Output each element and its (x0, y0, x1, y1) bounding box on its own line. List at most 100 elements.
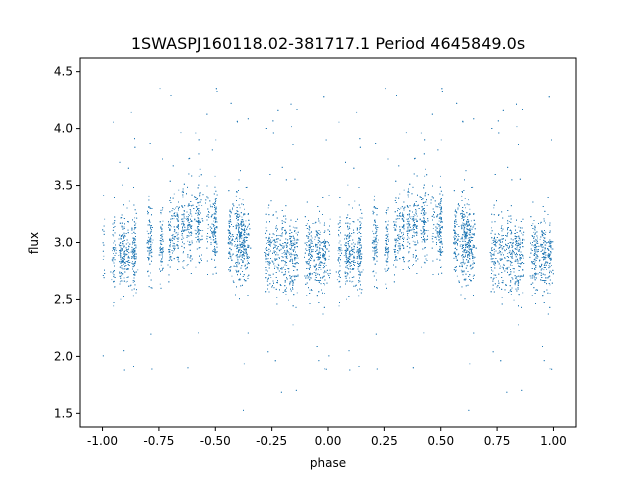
data-point (532, 245, 534, 247)
data-point (207, 236, 209, 237)
data-point (408, 252, 410, 254)
data-point (147, 248, 149, 249)
data-point (354, 257, 356, 259)
data-point (266, 242, 267, 244)
data-point (214, 248, 216, 249)
data-point (440, 266, 442, 268)
data-point (123, 263, 124, 265)
data-point (508, 221, 510, 222)
data-point (455, 215, 457, 217)
data-point (426, 205, 428, 206)
data-point (385, 88, 386, 90)
data-point (465, 278, 467, 280)
data-point (522, 257, 524, 259)
data-point (169, 251, 171, 253)
data-point (469, 253, 471, 255)
data-point (466, 238, 468, 240)
data-point (283, 266, 284, 268)
data-point (248, 219, 249, 221)
data-point (438, 220, 440, 222)
data-point (413, 235, 415, 237)
data-point (132, 281, 134, 283)
data-point (319, 222, 321, 224)
data-point (318, 250, 320, 252)
data-point (549, 262, 551, 264)
data-point (501, 297, 503, 298)
data-point (440, 200, 442, 202)
data-point (150, 231, 152, 232)
data-point (411, 216, 413, 218)
data-point (533, 228, 535, 230)
data-point (215, 139, 217, 141)
data-point (462, 222, 464, 224)
data-point (210, 238, 212, 240)
data-point (397, 237, 399, 239)
data-point (543, 269, 545, 271)
data-point (463, 263, 465, 265)
data-point (214, 218, 216, 220)
data-point (549, 245, 551, 247)
data-point (460, 266, 462, 267)
data-point (399, 237, 401, 238)
data-point (122, 184, 123, 186)
data-point (438, 235, 440, 237)
data-point (307, 263, 309, 265)
data-point (273, 243, 275, 245)
data-point (457, 254, 459, 256)
data-point (421, 230, 422, 232)
data-point (465, 207, 466, 209)
data-point (176, 213, 178, 215)
data-point (214, 175, 216, 177)
data-point (236, 257, 238, 259)
data-point (294, 256, 295, 258)
data-point (420, 229, 422, 231)
data-point (268, 251, 270, 253)
data-point (550, 240, 552, 242)
data-point (457, 209, 459, 211)
data-point (499, 250, 500, 252)
data-point (394, 254, 396, 256)
data-point (440, 209, 441, 211)
data-point (357, 248, 359, 250)
data-point (507, 232, 509, 233)
data-point (242, 229, 244, 231)
data-points (102, 88, 554, 411)
data-point (314, 238, 316, 240)
data-point (214, 247, 216, 249)
data-point (492, 249, 494, 251)
data-point (124, 254, 126, 256)
data-point (316, 250, 318, 251)
data-point (189, 215, 190, 216)
data-point (173, 218, 175, 220)
data-point (281, 253, 283, 254)
data-point (394, 252, 395, 253)
data-point (170, 197, 171, 199)
data-point (318, 263, 320, 265)
data-point (472, 260, 474, 262)
data-point (541, 235, 543, 237)
data-point (147, 239, 148, 241)
data-point (151, 242, 153, 244)
data-point (274, 265, 276, 267)
data-point (182, 261, 184, 263)
data-point (327, 248, 328, 250)
data-point (498, 243, 500, 245)
data-point (172, 236, 174, 238)
data-point (414, 215, 416, 216)
data-point (344, 244, 346, 246)
data-point (357, 256, 359, 258)
data-point (295, 232, 297, 234)
data-point (375, 236, 377, 238)
data-point (235, 244, 237, 245)
data-point (338, 242, 340, 244)
data-point (315, 266, 316, 267)
data-point (294, 241, 296, 243)
data-point (385, 283, 387, 285)
data-point (137, 269, 139, 271)
data-point (399, 209, 401, 210)
data-point (325, 240, 327, 242)
data-point (517, 280, 519, 282)
data-point (162, 220, 164, 222)
data-point (125, 281, 127, 283)
